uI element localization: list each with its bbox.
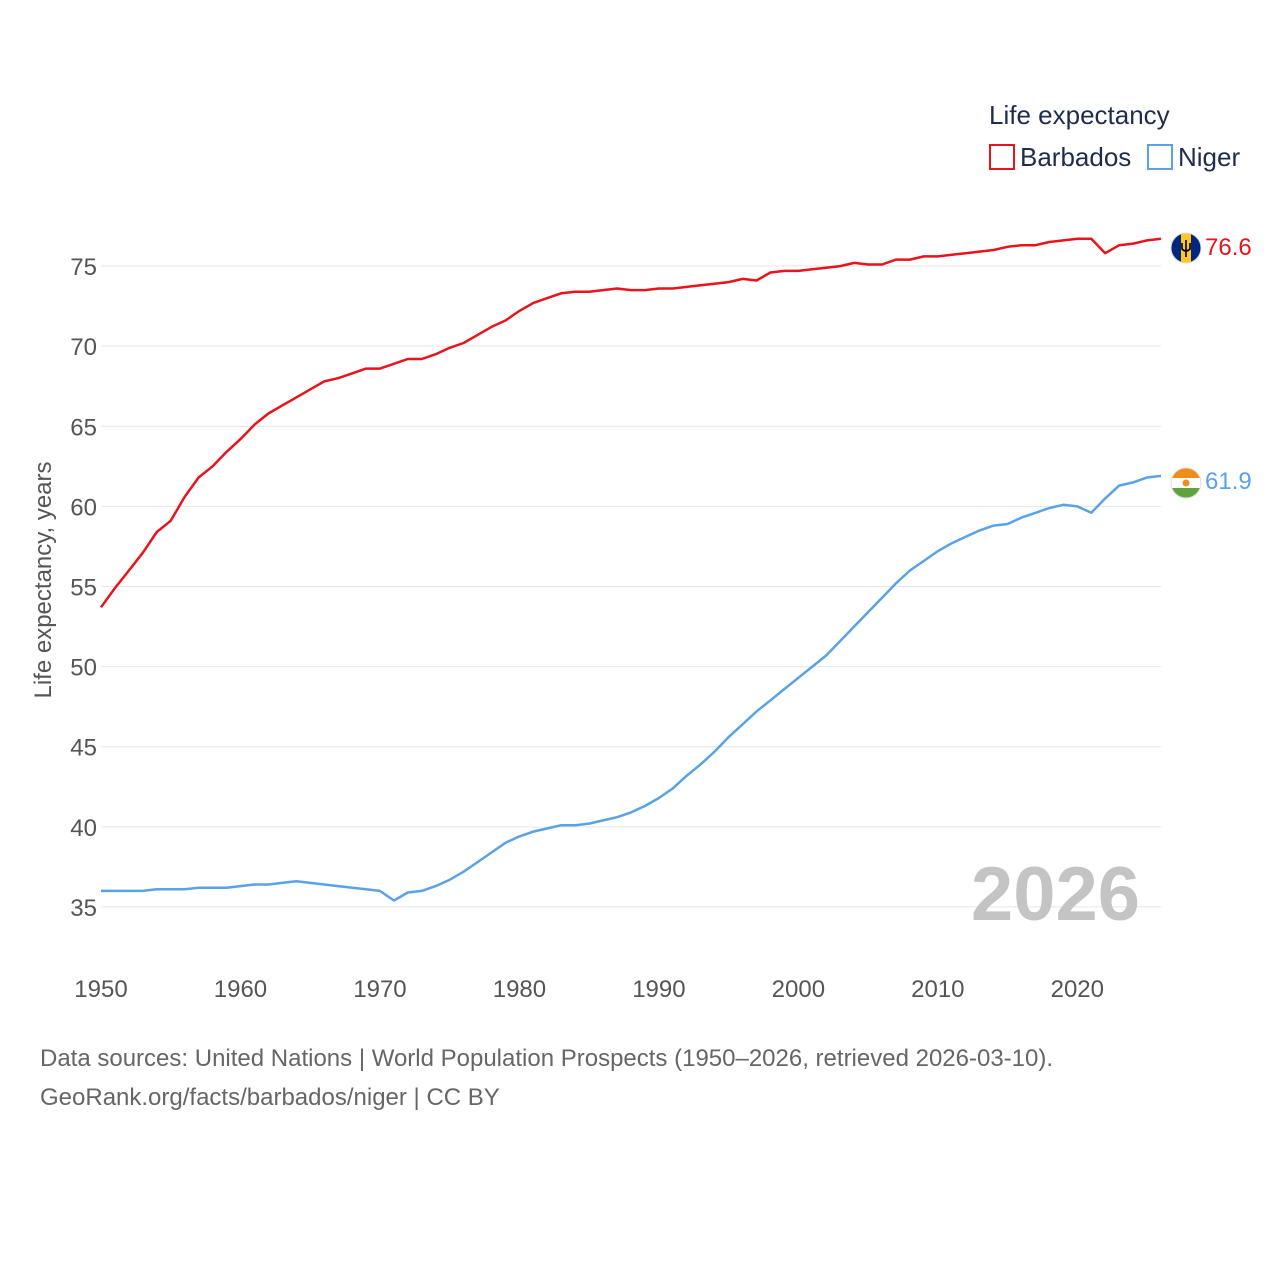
credit-link[interactable]: GeoRank.org/facts/barbados/niger | CC BY <box>40 1084 500 1111</box>
y-tick-label: 75 <box>70 254 97 281</box>
y-tick-label: 55 <box>70 574 97 601</box>
x-tick-label: 1950 <box>74 976 127 1003</box>
y-tick-label: 40 <box>70 815 97 842</box>
barbados-end-value-label: 76.6 <box>1205 234 1252 261</box>
y-tick-label: 70 <box>70 334 97 361</box>
y-tick-label: 35 <box>70 895 97 922</box>
x-tick-label: 1970 <box>353 976 406 1003</box>
x-tick-label: 2020 <box>1051 976 1104 1003</box>
niger-flag-icon <box>1171 468 1201 498</box>
legend: Life expectancy Barbados Niger <box>989 100 1240 172</box>
niger-flag-border <box>1170 467 1202 499</box>
legend-label-niger: Niger <box>1178 142 1240 172</box>
gridlines <box>101 265 1161 908</box>
barbados-flag-icon <box>1171 233 1201 263</box>
current-year-watermark: 2026 <box>971 852 1140 937</box>
x-tick-label: 1980 <box>493 976 546 1003</box>
x-tick-label: 2010 <box>911 976 964 1003</box>
series-line-barbados[interactable] <box>99 237 1162 609</box>
legend-swatch-niger <box>1147 144 1173 170</box>
barbados-flag-border <box>1170 232 1202 264</box>
legend-label-barbados: Barbados <box>1020 142 1131 172</box>
y-tick-label: 65 <box>70 414 97 441</box>
y-axis-title: Life expectancy, years <box>30 461 57 698</box>
series-line-niger[interactable] <box>101 474 1162 902</box>
legend-swatch-barbados <box>989 144 1015 170</box>
niger-end-value-label: 61.9 <box>1205 468 1252 495</box>
series-lines <box>99 237 1162 902</box>
x-tick-label: 2000 <box>772 976 825 1003</box>
legend-title: Life expectancy <box>989 100 1170 130</box>
data-sources-text: Data sources: United Nations | World Pop… <box>40 1045 1054 1072</box>
x-tick-label: 1990 <box>632 976 685 1003</box>
x-tick-label: 1960 <box>214 976 267 1003</box>
y-tick-label: 60 <box>70 494 97 521</box>
legend-item-barbados[interactable]: Barbados <box>989 142 1131 172</box>
legend-item-niger[interactable]: Niger <box>1147 142 1240 172</box>
y-tick-label: 45 <box>70 735 97 762</box>
x-axis-ticks: 1950 1960 1970 1980 1990 2000 2010 2020 <box>74 976 1104 1003</box>
y-tick-label: 50 <box>70 655 97 682</box>
y-axis-ticks: 35 40 45 50 55 60 65 70 75 <box>70 254 97 922</box>
